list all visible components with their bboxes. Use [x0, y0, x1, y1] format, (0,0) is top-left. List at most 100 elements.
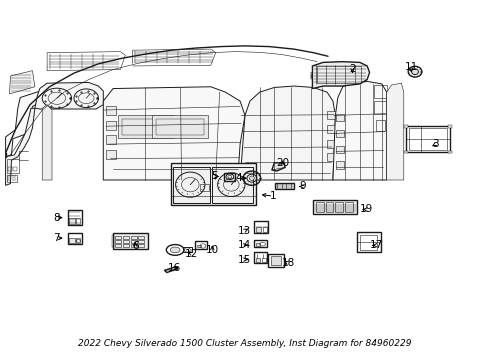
Bar: [409, 129, 447, 150]
Bar: [327, 140, 336, 148]
Bar: [448, 150, 452, 153]
Bar: [195, 241, 207, 249]
Bar: [336, 146, 343, 153]
Polygon shape: [240, 86, 335, 180]
Ellipse shape: [412, 69, 418, 75]
Bar: [256, 243, 260, 246]
Text: 20: 20: [276, 158, 290, 168]
Bar: [131, 244, 137, 247]
Text: 12: 12: [185, 248, 198, 258]
Bar: [212, 167, 253, 203]
Bar: [131, 240, 137, 243]
Bar: [374, 85, 387, 98]
Text: 18: 18: [281, 258, 294, 268]
Bar: [275, 183, 294, 189]
Bar: [13, 167, 17, 171]
Bar: [115, 240, 121, 243]
Bar: [139, 235, 145, 239]
Bar: [112, 235, 114, 247]
Bar: [171, 163, 256, 205]
Polygon shape: [313, 62, 369, 89]
Bar: [345, 202, 353, 212]
Text: 7: 7: [53, 233, 60, 243]
Bar: [106, 135, 116, 144]
Bar: [122, 119, 170, 135]
Bar: [106, 107, 116, 116]
Text: 4: 4: [236, 173, 243, 183]
Text: 17: 17: [369, 240, 383, 250]
Bar: [360, 234, 377, 249]
Bar: [6, 175, 17, 182]
Text: 11: 11: [405, 62, 418, 72]
Bar: [357, 232, 381, 252]
Bar: [327, 153, 336, 161]
Bar: [8, 167, 12, 171]
Bar: [173, 167, 210, 203]
Text: 19: 19: [360, 204, 373, 215]
Text: 15: 15: [237, 255, 251, 265]
Polygon shape: [35, 82, 103, 109]
Bar: [376, 121, 385, 131]
Polygon shape: [5, 108, 35, 185]
Polygon shape: [42, 105, 52, 180]
Bar: [106, 150, 116, 159]
Bar: [131, 235, 137, 239]
Text: 6: 6: [132, 241, 138, 251]
Text: 2022 Chevy Silverado 1500 Cluster Assembly, Inst Diagram for 84960229: 2022 Chevy Silverado 1500 Cluster Assemb…: [78, 339, 412, 348]
Bar: [374, 101, 387, 114]
Polygon shape: [9, 71, 35, 94]
Bar: [271, 256, 281, 265]
Bar: [262, 258, 266, 262]
Bar: [123, 240, 129, 243]
Bar: [327, 126, 336, 134]
Polygon shape: [164, 267, 177, 273]
Bar: [123, 244, 129, 247]
Bar: [200, 184, 209, 192]
Bar: [183, 247, 192, 252]
Text: 2: 2: [349, 64, 356, 74]
Text: 5: 5: [211, 171, 218, 181]
Bar: [318, 66, 361, 83]
Text: 10: 10: [206, 245, 219, 255]
Bar: [448, 125, 452, 128]
Text: 14: 14: [237, 240, 251, 250]
Bar: [76, 219, 80, 224]
Polygon shape: [272, 163, 285, 171]
Bar: [68, 233, 82, 244]
Bar: [69, 238, 75, 243]
Bar: [115, 235, 121, 239]
Bar: [76, 238, 80, 243]
Bar: [197, 244, 201, 247]
Bar: [113, 233, 148, 249]
Bar: [6, 159, 19, 173]
Bar: [335, 202, 343, 212]
Bar: [327, 111, 336, 119]
Bar: [336, 130, 343, 137]
Bar: [106, 121, 116, 130]
Bar: [69, 219, 75, 224]
Bar: [256, 227, 261, 231]
Bar: [156, 119, 204, 135]
Polygon shape: [387, 83, 404, 180]
Bar: [123, 235, 129, 239]
Bar: [115, 244, 121, 247]
Text: 9: 9: [299, 181, 306, 192]
Bar: [254, 252, 268, 263]
Polygon shape: [333, 81, 387, 180]
Bar: [68, 211, 82, 225]
Bar: [406, 126, 450, 152]
Polygon shape: [5, 90, 42, 157]
Bar: [118, 116, 174, 138]
Bar: [336, 161, 343, 168]
Bar: [139, 240, 145, 243]
Bar: [316, 202, 324, 212]
Bar: [404, 125, 408, 128]
Text: 16: 16: [168, 263, 181, 273]
Bar: [336, 114, 343, 121]
Bar: [269, 254, 284, 267]
Polygon shape: [103, 87, 245, 180]
Text: 13: 13: [237, 226, 251, 236]
Bar: [254, 239, 268, 247]
Ellipse shape: [170, 247, 180, 253]
Bar: [224, 173, 235, 181]
